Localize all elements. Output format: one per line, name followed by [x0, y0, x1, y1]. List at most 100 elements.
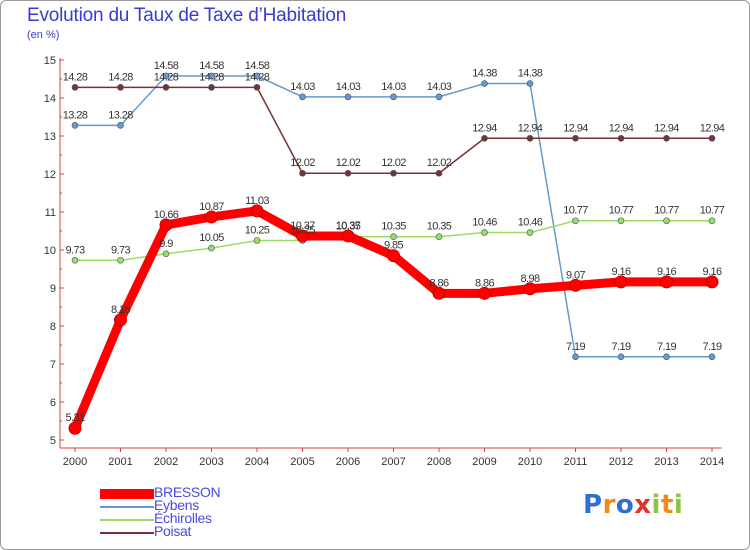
- data-label: 10.77: [654, 205, 679, 217]
- data-point: [708, 134, 716, 142]
- data-point: [526, 134, 534, 142]
- data-point: [663, 217, 670, 225]
- data-point: [299, 93, 306, 101]
- legend-label: Poisat: [154, 523, 192, 539]
- data-label: 9.16: [611, 266, 630, 278]
- logo-letter: i: [673, 490, 684, 520]
- data-label: 10.77: [609, 205, 634, 217]
- data-point: [435, 233, 443, 240]
- data-label: 14.28: [108, 71, 133, 83]
- data-label: 7.19: [566, 341, 585, 353]
- data-label: 8.16: [111, 304, 130, 316]
- data-point: [205, 210, 218, 224]
- data-label: 10.25: [290, 225, 315, 237]
- data-point: [344, 93, 352, 101]
- data-label: 13.28: [63, 109, 88, 121]
- x-tick-label: 2011: [564, 456, 588, 468]
- data-point: [71, 84, 79, 91]
- data-label: 14.03: [336, 81, 361, 93]
- data-point: [117, 84, 124, 91]
- data-point: [253, 72, 261, 80]
- data-point: [208, 84, 215, 91]
- data-label: 12.94: [518, 122, 543, 134]
- data-point: [435, 93, 443, 101]
- x-tick-label: 2003: [199, 456, 223, 468]
- data-point: [208, 244, 215, 252]
- data-label: 10.87: [199, 201, 224, 213]
- data-point: [250, 204, 264, 218]
- data-point: [481, 229, 488, 236]
- x-tick-label: 2012: [609, 456, 633, 468]
- legend-label: Eybens: [154, 497, 199, 513]
- data-point: [614, 275, 628, 289]
- data-point: [387, 249, 400, 263]
- data-label: 12.02: [427, 157, 452, 169]
- data-point: [390, 233, 397, 240]
- data-point: [432, 286, 446, 300]
- data-point: [572, 353, 579, 361]
- data-label: 10.35: [381, 221, 406, 233]
- data-label: 9.73: [65, 244, 84, 256]
- data-label: 9.07: [566, 269, 585, 281]
- legend-label: BRESSON: [154, 484, 221, 500]
- y-tick-label: 6: [50, 397, 56, 409]
- y-tick-label: 15: [44, 55, 56, 67]
- legend-swatch: [100, 489, 154, 499]
- data-label: 14.28: [154, 71, 179, 83]
- data-point: [296, 229, 309, 243]
- data-point: [117, 256, 124, 264]
- proxiti-logo: Proxiti: [583, 490, 683, 520]
- data-label: 10.46: [472, 217, 497, 229]
- y-tick-label: 7: [50, 359, 56, 371]
- data-point: [663, 134, 670, 142]
- data-point: [481, 80, 488, 87]
- data-point: [663, 353, 670, 361]
- data-label: 14.28: [245, 71, 270, 83]
- data-label: 12.94: [563, 122, 588, 134]
- data-point: [253, 237, 261, 244]
- data-point: [71, 256, 79, 264]
- logo-letter: x: [634, 490, 652, 520]
- logo-letter: t: [660, 490, 674, 520]
- data-point: [71, 122, 79, 129]
- data-label: 8.86: [429, 277, 448, 289]
- data-label: 7.19: [702, 341, 721, 353]
- data-label: 12.02: [336, 157, 361, 169]
- data-point: [526, 229, 534, 236]
- data-label: 11.03: [245, 195, 269, 207]
- data-label: 14.58: [199, 60, 224, 72]
- data-point: [344, 169, 352, 177]
- data-point: [569, 278, 582, 292]
- data-label: 10.35: [336, 221, 361, 233]
- chart-subtitle: (en %): [27, 29, 60, 41]
- y-tick-label: 12: [44, 169, 56, 181]
- data-point: [253, 84, 261, 91]
- data-label: 14.58: [154, 60, 179, 72]
- data-label: 10.25: [245, 225, 270, 237]
- data-point: [162, 250, 170, 258]
- data-label: 9.16: [657, 266, 676, 278]
- data-label: 14.28: [199, 71, 224, 83]
- data-point: [162, 84, 170, 91]
- legend-label: Échirolles: [154, 510, 212, 526]
- data-label: 14.03: [290, 81, 315, 93]
- x-tick-label: 2004: [245, 456, 269, 468]
- x-tick-label: 2013: [654, 456, 678, 468]
- data-label: 9.85: [384, 240, 403, 252]
- x-tick-label: 2007: [381, 456, 405, 468]
- data-point: [208, 72, 215, 80]
- x-tick-label: 2000: [63, 456, 87, 468]
- y-tick-label: 8: [50, 321, 56, 333]
- y-tick-label: 5: [50, 435, 56, 447]
- data-label: 12.94: [609, 122, 634, 134]
- data-label: 12.02: [290, 157, 315, 169]
- data-label: 7.19: [611, 341, 630, 353]
- x-tick-label: 2008: [427, 456, 451, 468]
- data-point: [705, 275, 719, 289]
- data-label: 9.9: [159, 238, 173, 250]
- data-label: 14.38: [472, 68, 497, 80]
- y-tick-label: 14: [44, 93, 56, 105]
- data-label: 9.73: [111, 244, 130, 256]
